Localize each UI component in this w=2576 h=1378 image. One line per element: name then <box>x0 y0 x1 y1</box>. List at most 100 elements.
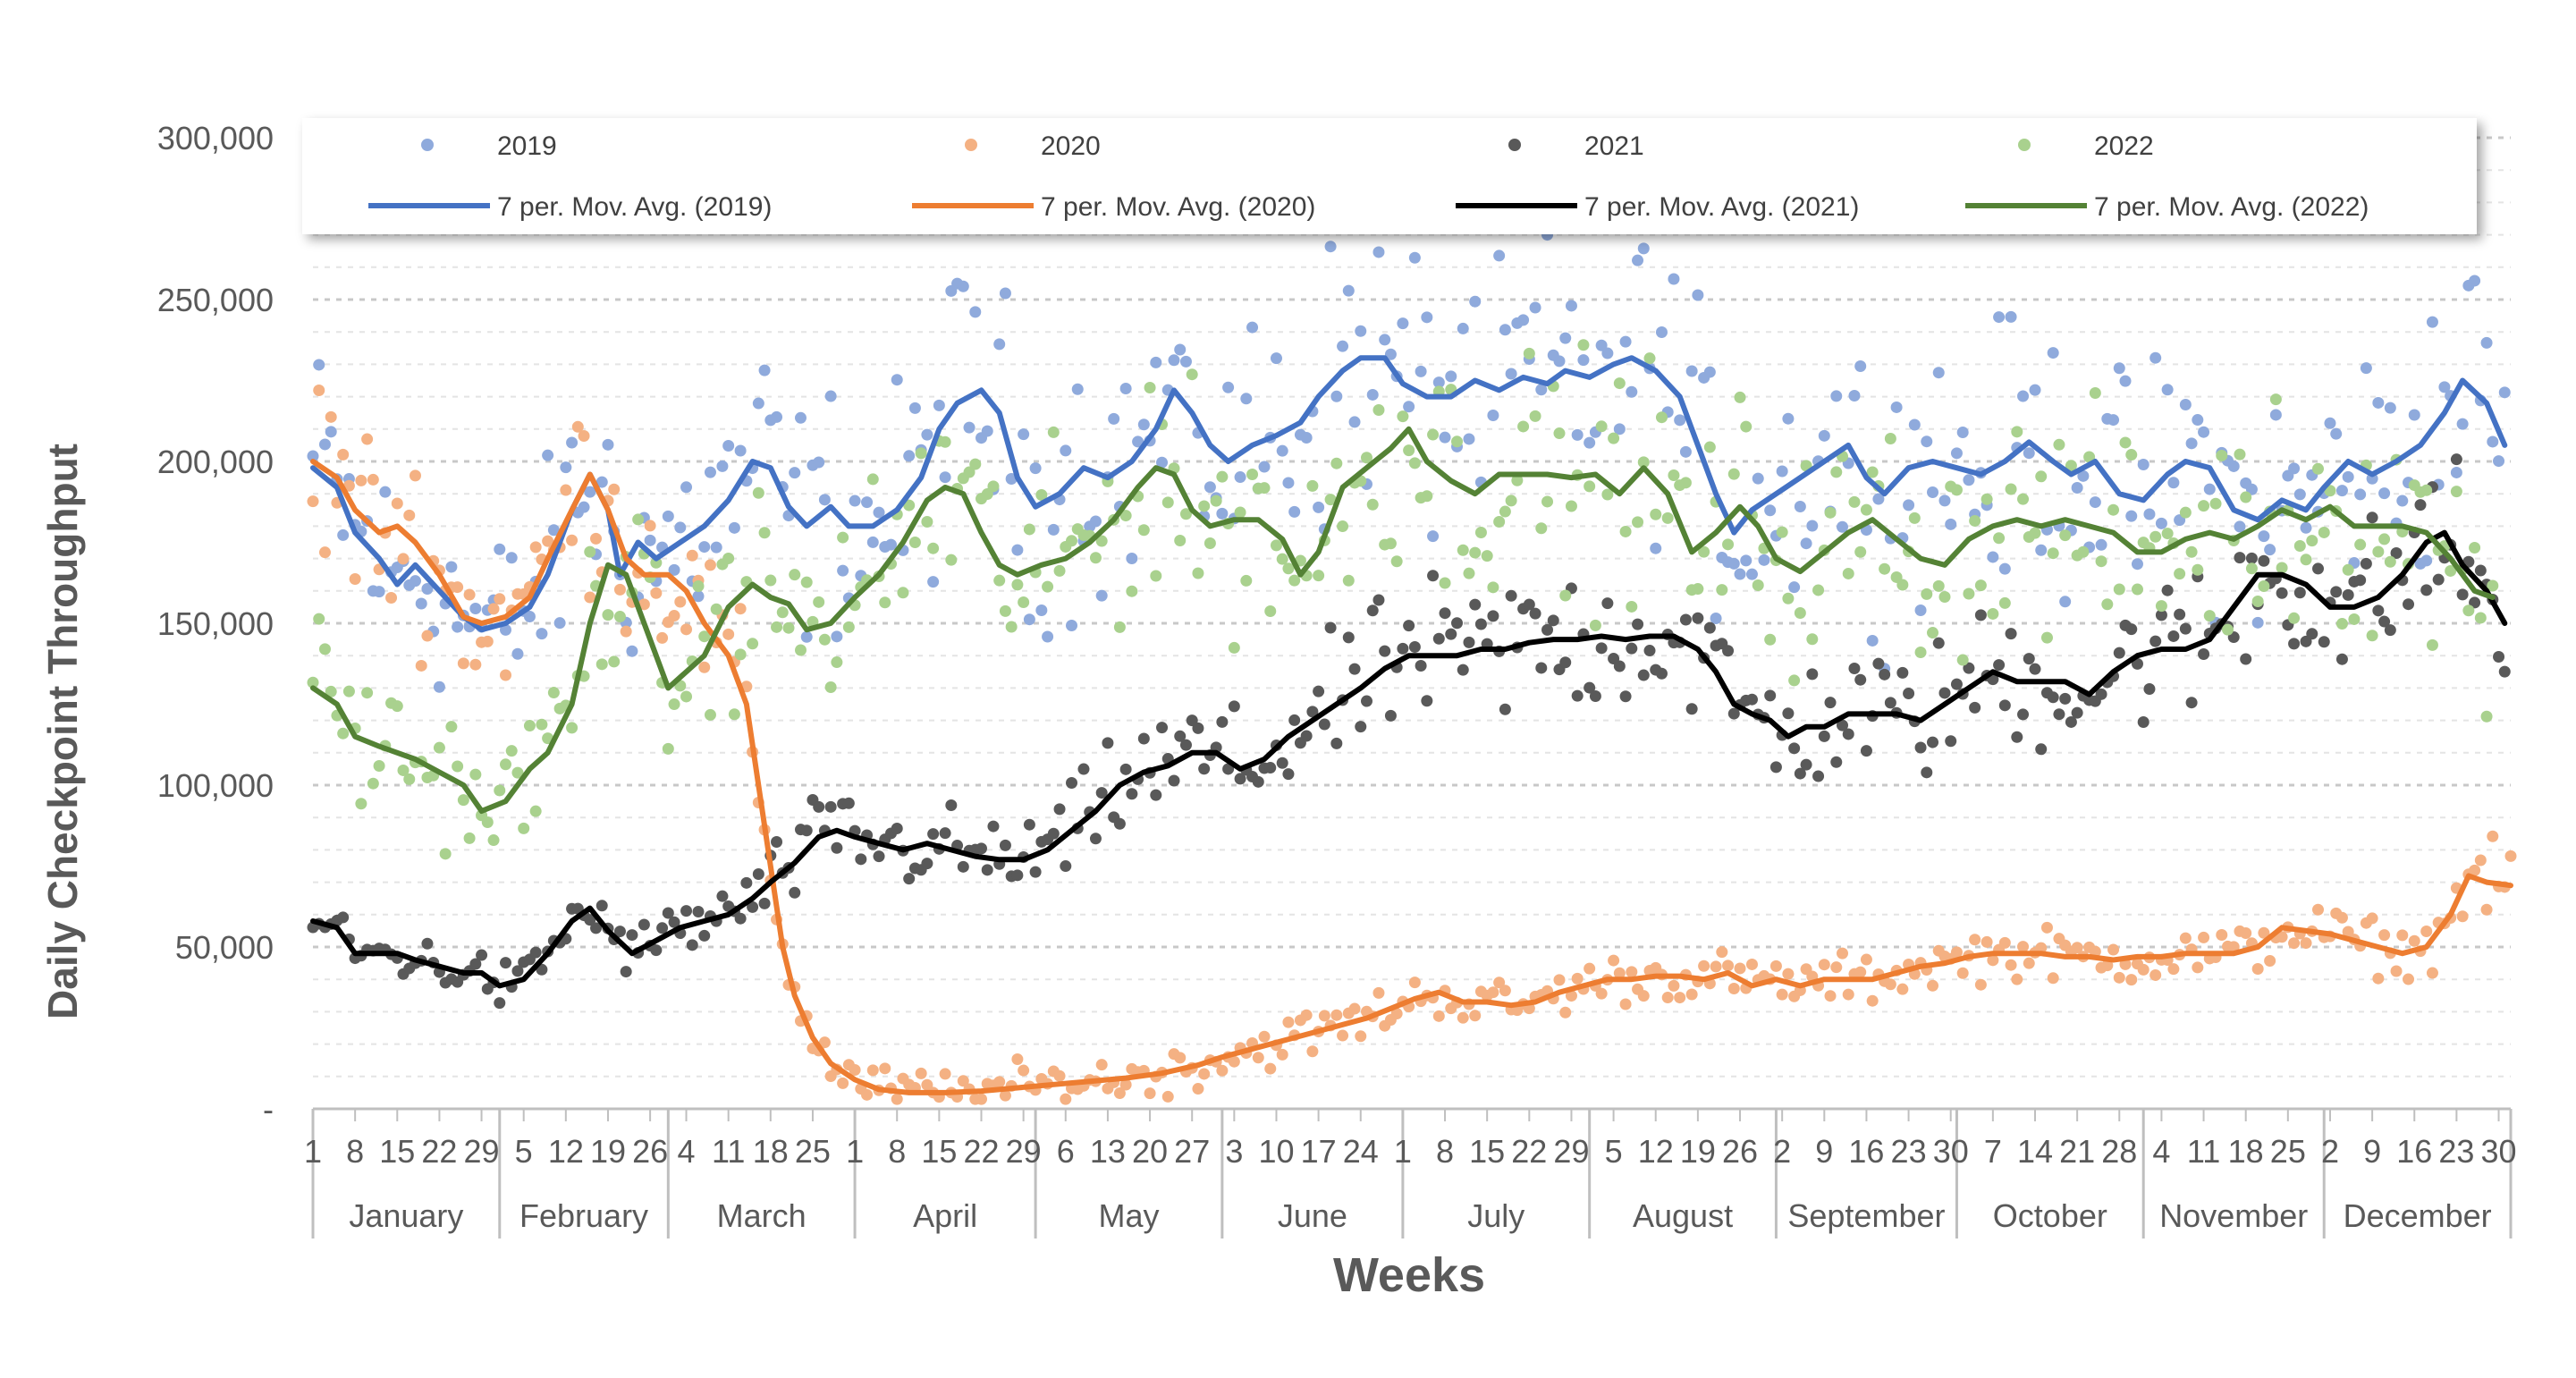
point-2022 <box>1860 503 1872 516</box>
point-2019 <box>2227 460 2240 472</box>
x-tick-label: 24 <box>1343 1133 1379 1170</box>
point-2019 <box>1234 471 1246 484</box>
legend-label-2022: 2022 <box>2094 131 2154 161</box>
point-2020 <box>879 1062 891 1075</box>
point-2021 <box>1313 685 1325 697</box>
point-2019 <box>337 528 350 541</box>
y-axis-title: Daily Checkpoint Throughput <box>39 444 86 1019</box>
point-2022 <box>1192 567 1204 579</box>
point-2021 <box>939 827 951 840</box>
moving-average-line-2020 <box>310 459 2513 1095</box>
point-2021 <box>1252 775 1264 788</box>
point-2020 <box>2125 974 2138 986</box>
point-2020 <box>1769 960 1782 972</box>
point-2019 <box>1372 246 1385 258</box>
point-2021 <box>2378 615 2391 628</box>
point-2019 <box>891 374 903 386</box>
point-2022 <box>1914 646 1927 658</box>
point-2022 <box>1608 432 1620 444</box>
month-label: August <box>1633 1197 1733 1234</box>
point-2021 <box>1896 666 1909 679</box>
x-tick-label: 7 <box>1984 1133 2002 1170</box>
point-2019 <box>1626 385 1638 398</box>
point-2021 <box>1613 660 1626 672</box>
point-2021 <box>1397 642 1409 655</box>
point-2022 <box>2354 538 2367 551</box>
point-2022 <box>1788 674 1801 687</box>
point-2019 <box>536 628 548 640</box>
legend-marker-2019 <box>421 139 434 151</box>
point-2020 <box>307 495 319 508</box>
point-2022 <box>1258 482 1271 495</box>
point-2021 <box>2011 731 2023 743</box>
moving-average-line-2019 <box>310 355 2508 633</box>
point-2019 <box>2119 375 2132 387</box>
point-2021 <box>1547 614 1559 627</box>
point-2019 <box>1324 241 1337 253</box>
point-2019 <box>1119 382 1132 394</box>
point-2021 <box>2414 499 2427 511</box>
point-2022 <box>1974 579 1987 592</box>
point-2022 <box>2089 387 2101 400</box>
point-2021 <box>1727 707 1740 720</box>
point-2020 <box>2040 921 2053 934</box>
point-2021 <box>891 822 903 834</box>
point-2019 <box>1216 507 1229 520</box>
x-tick-label: 9 <box>2363 1133 2381 1170</box>
point-2021 <box>2029 663 2041 675</box>
point-2021 <box>595 900 608 912</box>
point-2021 <box>1234 773 1246 785</box>
point-2021 <box>1764 689 1777 702</box>
point-2021 <box>2342 588 2354 601</box>
moving-average-lines <box>310 355 2513 1095</box>
point-2019 <box>523 611 536 623</box>
point-2019 <box>1011 544 1024 556</box>
point-2021 <box>740 876 753 889</box>
point-2022 <box>2119 436 2132 449</box>
point-2019 <box>1445 370 1457 383</box>
point-2019 <box>2378 487 2391 500</box>
point-2020 <box>367 473 379 486</box>
point-2019 <box>307 450 319 462</box>
point-2021 <box>469 958 482 970</box>
point-2021 <box>2017 708 2030 721</box>
point-2020 <box>1782 968 1795 980</box>
point-2022 <box>547 687 560 699</box>
x-axis-title: Weeks <box>1333 1248 1485 1302</box>
point-2019 <box>692 590 705 603</box>
point-2019 <box>1066 620 1078 632</box>
point-2022 <box>1403 444 1415 457</box>
point-2019 <box>1408 251 1421 264</box>
point-2022 <box>728 708 740 721</box>
point-2022 <box>993 574 1006 587</box>
point-2019 <box>1355 325 1367 337</box>
point-2022 <box>945 554 958 566</box>
point-2021 <box>2047 691 2059 704</box>
point-2020 <box>452 581 464 594</box>
point-2021 <box>1872 657 1885 670</box>
point-2020 <box>1553 974 1566 986</box>
x-tick-label: 15 <box>1469 1133 1505 1170</box>
point-2020 <box>542 535 554 547</box>
point-2022 <box>2029 527 2041 539</box>
point-2020 <box>2408 934 2420 947</box>
point-2020 <box>957 1075 969 1087</box>
x-tick-label: 16 <box>1848 1133 1884 1170</box>
point-2022 <box>1035 489 1048 502</box>
point-2022 <box>1559 589 1572 602</box>
point-2022 <box>2487 579 2499 592</box>
point-2019 <box>1282 477 1295 489</box>
point-2022 <box>2366 630 2378 642</box>
series-2022-points <box>307 339 2499 860</box>
x-tick-label: 9 <box>1815 1133 1833 1170</box>
point-2020 <box>2101 960 2114 972</box>
point-2019 <box>1095 589 1108 602</box>
point-2020 <box>2426 967 2438 979</box>
point-2022 <box>2234 448 2246 461</box>
point-2021 <box>1427 570 1440 582</box>
y-tick-label: 100,000 <box>157 767 274 804</box>
point-2021 <box>2498 665 2511 678</box>
point-2020 <box>2251 963 2264 976</box>
point-2020 <box>1487 986 1499 999</box>
y-tick-label: 200,000 <box>157 444 274 480</box>
